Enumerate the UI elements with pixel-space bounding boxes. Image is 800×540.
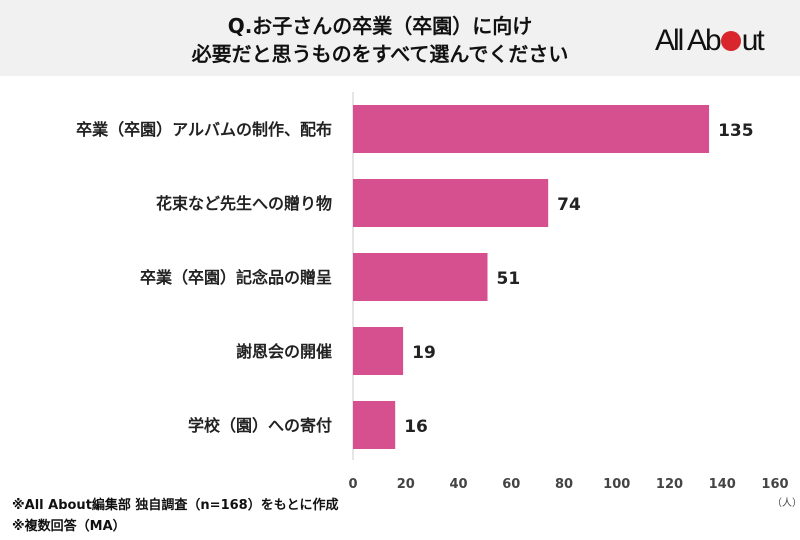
category-label: 卒業（卒園）記念品の贈呈 — [140, 268, 332, 287]
bar — [353, 401, 396, 449]
header: Q.お子さんの卒業（卒園）に向け 必要だと思うものをすべて選んでください All… — [0, 0, 800, 76]
chart-title-line1: Q.お子さんの卒業（卒園）に向け — [227, 14, 533, 38]
bar — [353, 179, 549, 227]
note-multiple-answer: ※複数回答（MA） — [12, 519, 126, 534]
x-tick-label: 20 — [397, 477, 415, 492]
x-tick-label: 80 — [555, 477, 573, 492]
bar — [353, 253, 488, 301]
bar — [353, 327, 404, 375]
x-tick-label: 40 — [449, 477, 467, 492]
note-source: ※All About編集部 独自調査（n=168）をもとに作成 — [12, 498, 339, 513]
category-label: 花束など先生への贈り物 — [156, 194, 332, 213]
x-tick-label: 160 — [761, 477, 788, 492]
bar — [353, 105, 710, 153]
data-label: 135 — [718, 121, 754, 141]
chart-title-line2: 必要だと思うものをすべて選んでください — [191, 42, 569, 66]
data-label: 74 — [557, 195, 581, 215]
x-tick-label: 120 — [656, 477, 683, 492]
data-label: 19 — [412, 343, 436, 363]
x-tick-label: 0 — [348, 477, 357, 492]
data-label: 16 — [404, 417, 428, 437]
category-label: 学校（園）への寄付 — [188, 416, 332, 435]
x-tick-label: 140 — [709, 477, 736, 492]
data-label: 51 — [497, 269, 521, 289]
x-tick-label: 60 — [502, 477, 520, 492]
category-label: 卒業（卒園）アルバムの制作、配布 — [76, 120, 332, 139]
x-axis-unit: （人） — [772, 497, 800, 509]
category-label: 謝恩会の開催 — [236, 342, 332, 361]
x-tick-label: 100 — [603, 477, 630, 492]
all-about-logo: All Ab ut — [655, 24, 765, 57]
